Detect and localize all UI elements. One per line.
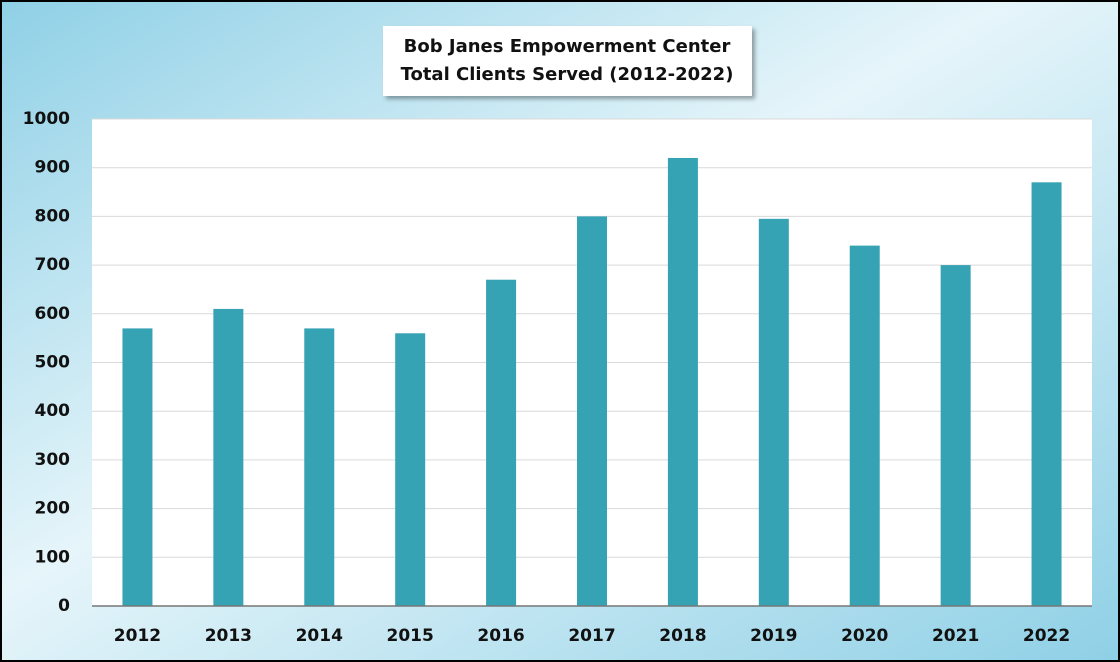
bar — [122, 328, 153, 606]
y-tick-label: 400 — [35, 401, 71, 421]
marks: 0 100 200 300 400 500 600 700 800 900 1000 2012 2013… — [23, 109, 1092, 646]
x-tick-label: 2014 — [296, 626, 343, 646]
title-box — [383, 26, 752, 96]
bar — [1031, 182, 1062, 606]
chart-subtitle: Total Clients Served (2012-2022) — [401, 64, 734, 85]
y-tick-label: 1000 — [23, 109, 70, 129]
x-tick-label: 2017 — [568, 626, 615, 646]
chart-title: Bob Janes Empowerment Center — [404, 36, 731, 57]
x-tick-label: 2019 — [750, 626, 797, 646]
x-tick-label: 2013 — [205, 626, 252, 646]
x-tick-label: 2022 — [1023, 626, 1070, 646]
y-tick-label: 500 — [35, 353, 71, 373]
y-tick-label: 200 — [35, 499, 71, 519]
y-tick-label: 600 — [35, 304, 71, 324]
bar — [213, 308, 244, 606]
bar — [758, 218, 789, 606]
y-tick-label: 900 — [35, 158, 71, 178]
x-tick-label: 2016 — [477, 626, 524, 646]
bar — [849, 245, 880, 606]
y-tick-label: 300 — [35, 450, 71, 470]
bar — [667, 157, 698, 606]
y-tick-label: 700 — [35, 255, 71, 275]
bar — [940, 265, 971, 606]
x-tick-label: 2015 — [387, 626, 434, 646]
y-tick-label: 800 — [35, 206, 71, 226]
y-tick-label: 0 — [58, 596, 70, 616]
bar — [395, 333, 426, 606]
x-tick-label: 2012 — [114, 626, 161, 646]
bar — [486, 279, 517, 606]
y-tick-label: 100 — [35, 547, 71, 567]
x-tick-label: 2020 — [841, 626, 888, 646]
bar — [304, 328, 335, 606]
x-tick-label: 2018 — [659, 626, 706, 646]
bar — [577, 216, 607, 606]
x-tick-label: 2021 — [932, 626, 979, 646]
